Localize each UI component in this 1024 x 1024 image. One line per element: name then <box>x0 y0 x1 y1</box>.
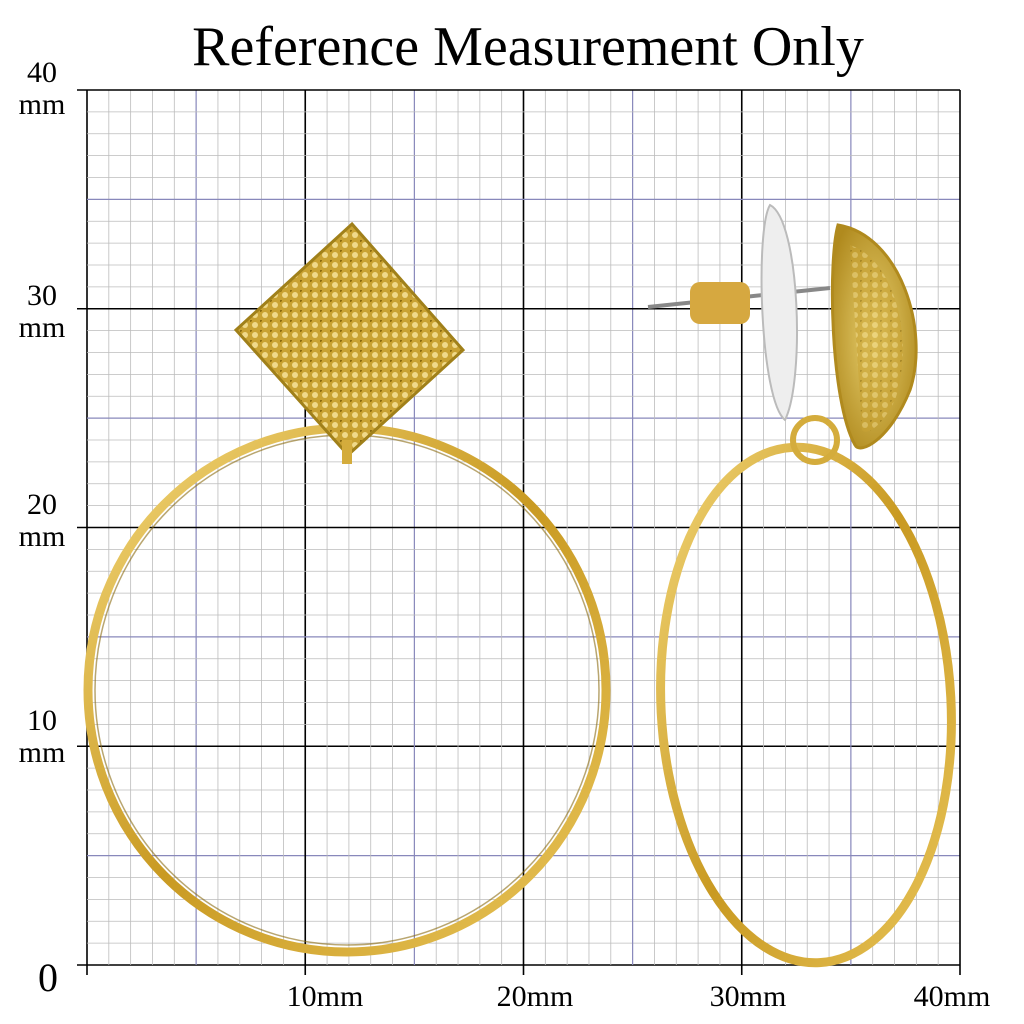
y-label-number: 30 <box>27 279 57 312</box>
y-label-unit: mm <box>19 520 66 553</box>
y-label-number: 10 <box>27 704 57 737</box>
grid <box>77 89 961 975</box>
y-label-number: 40 <box>27 56 57 89</box>
hoop <box>656 442 956 968</box>
x-label: 40mm <box>914 980 991 1013</box>
y-label-unit: mm <box>19 311 66 344</box>
bail <box>342 440 352 464</box>
hoop <box>83 423 611 957</box>
clutch <box>690 282 750 324</box>
x-label: 10mm <box>287 980 364 1013</box>
dome-texture <box>850 245 903 432</box>
title: Reference Measurement Only <box>192 16 864 78</box>
origin-label: 0 <box>38 955 58 1000</box>
x-label: 20mm <box>497 980 574 1013</box>
earring-back <box>760 203 798 422</box>
right-earring <box>647 203 956 968</box>
x-label: 30mm <box>710 980 787 1013</box>
y-label-unit: mm <box>19 88 66 121</box>
jump-ring <box>790 415 840 465</box>
y-label-unit: mm <box>19 736 66 769</box>
diamond-stud <box>233 221 466 458</box>
left-earring <box>83 221 611 957</box>
y-label-number: 20 <box>27 488 57 521</box>
